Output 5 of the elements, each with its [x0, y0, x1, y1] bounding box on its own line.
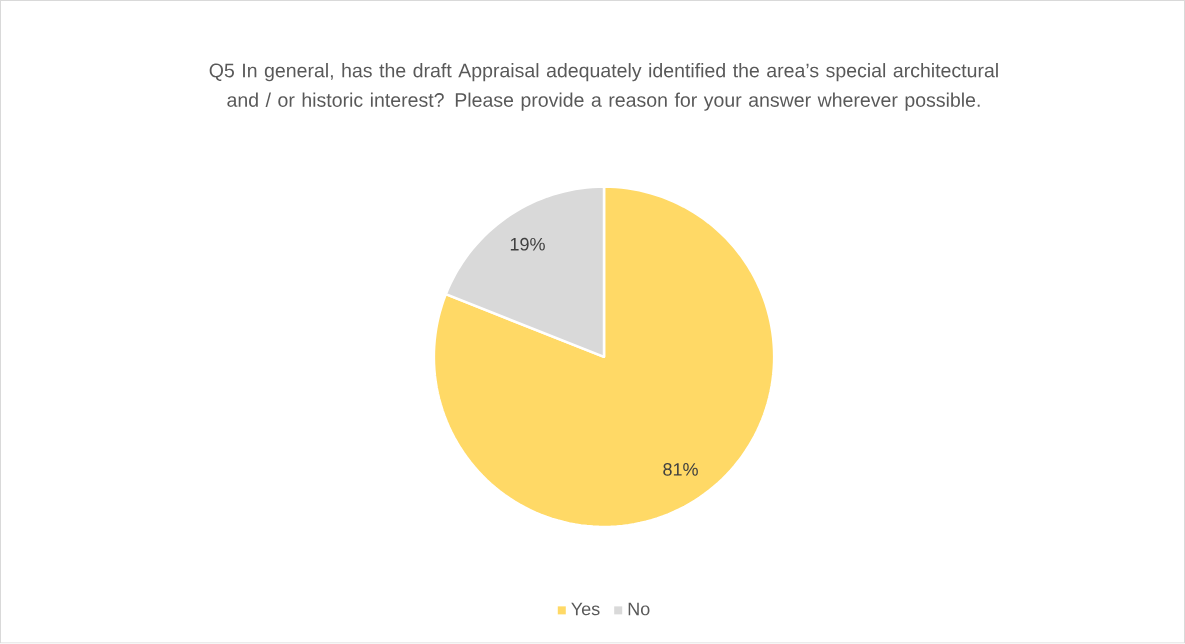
chart-title: Q5 In general, has the draft Appraisal adequately identified the area’s special architectural and / or historic interest? Please provide a reason for your answer wherever possible.	[209, 63, 998, 111]
legend-label: No	[628, 602, 650, 616]
data-label: 81%	[663, 463, 698, 476]
data-label: 19%	[510, 238, 545, 251]
legend-label: Yes	[571, 602, 600, 616]
